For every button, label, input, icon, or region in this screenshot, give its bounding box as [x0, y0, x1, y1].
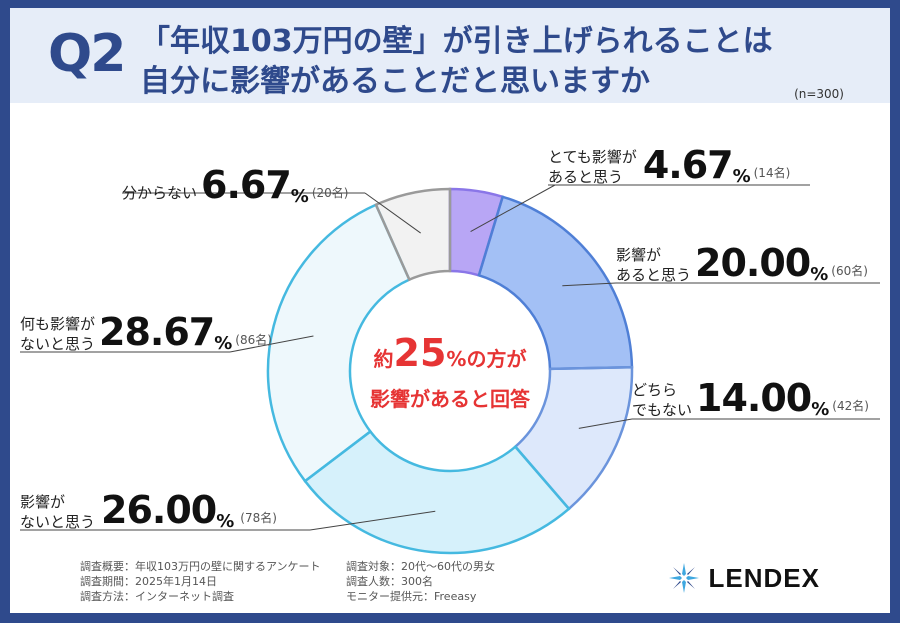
- chart-panel: とても影響が あると思う 4.67 % (14名) 影響が あると思う 20.0…: [10, 103, 890, 613]
- slice-count: (42名): [832, 399, 869, 413]
- slice-label-line1: 影響が: [616, 246, 662, 264]
- slice-label-affected: 影響が あると思う 20.00 % (60名): [616, 241, 868, 285]
- slice-label-line2: でもない: [632, 401, 693, 419]
- survey-provider: モニター提供元：Freeasy: [346, 590, 477, 603]
- slice-label-line1: どちら: [632, 381, 678, 399]
- percent-sign: %: [290, 186, 309, 207]
- leader-line: [562, 282, 617, 287]
- slice-label-line2: あると思う: [548, 168, 624, 186]
- slice-label-very-affected: とても影響が あると思う 4.67 % (14名): [548, 143, 790, 187]
- sample-size: (n=300): [794, 87, 844, 101]
- slice-value: 20.00: [695, 241, 811, 285]
- survey-info-right: 調査対象：20代〜60代の男女 調査人数：300名 モニター提供元：Freeas…: [346, 559, 495, 604]
- survey-size: 調査人数：300名: [346, 575, 433, 588]
- slice-label-unknown: 分からない 6.67 % (20名): [122, 163, 348, 207]
- slice-count: (78名): [240, 511, 277, 525]
- slice-label-line1: 分からない: [122, 184, 198, 202]
- slice-value: 14.00: [696, 376, 812, 420]
- slice-label-line2: ないと思う: [20, 335, 96, 353]
- slice-value: 6.67: [201, 163, 292, 207]
- question-header: Q2 「年収103万円の壁」が引き上げられることは 自分に影響があることだと思い…: [10, 8, 890, 103]
- leader-line: [470, 184, 556, 232]
- slice-count: (86名): [235, 333, 272, 347]
- survey-summary: 調査概要：年収103万円の壁に関するアンケート: [80, 560, 321, 573]
- slice-label-line1: 何も影響が: [20, 315, 96, 333]
- donut-slice-outline: [266, 203, 411, 483]
- sparkle-logo-icon: [668, 563, 699, 593]
- percent-sign: %: [216, 511, 235, 532]
- slice-label-line2: ないと思う: [20, 513, 96, 531]
- slice-label-neutral: どちら でもない 14.00 % (42名): [632, 376, 869, 420]
- percent-sign: %: [214, 333, 233, 354]
- center-summary: 約25%の方が 影響があると回答: [350, 333, 550, 412]
- leader-line: [309, 510, 436, 531]
- question-text-line2: 自分に影響があることだと思いますか: [140, 64, 650, 99]
- slice-label-not-affected: 影響が ないと思う 26.00 % (78名): [20, 488, 277, 532]
- percent-sign: %: [732, 166, 751, 187]
- slice-value: 4.67: [642, 143, 734, 187]
- slice-count: (60名): [831, 264, 868, 278]
- question-text-line1: 「年収103万円の壁」が引き上げられることは: [140, 24, 773, 59]
- slice-label-no-effect: 何も影響が ないと思う 28.67 % (86名): [20, 310, 272, 354]
- leader-line: [364, 192, 421, 234]
- donut-slice-outline: [374, 187, 452, 282]
- leader-line: [229, 335, 314, 353]
- slice-count: (14名): [753, 166, 791, 180]
- percent-sign: %: [810, 264, 829, 285]
- survey-period: 調査期間：2025年1月14日: [80, 575, 217, 588]
- donut-chart: [20, 184, 880, 555]
- slice-count: (20名): [311, 186, 349, 200]
- center-suffix: %の方が: [446, 347, 527, 371]
- donut-slice-outline: [303, 429, 571, 555]
- slice-label-line1: 影響が: [20, 493, 66, 511]
- percent-sign: %: [811, 399, 830, 420]
- slice-value: 26.00: [101, 488, 217, 532]
- center-prefix: 約: [373, 347, 394, 371]
- slice-value: 28.67: [99, 310, 215, 354]
- survey-info-left: 調査概要：年収103万円の壁に関するアンケート 調査期間：2025年1月14日 …: [80, 559, 321, 604]
- survey-method: 調査方法：インターネット調査: [80, 590, 234, 603]
- lendex-logo: LENDEX: [667, 561, 820, 595]
- survey-target: 調査対象：20代〜60代の男女: [346, 560, 495, 573]
- center-line2: 影響があると回答: [370, 387, 530, 411]
- question-number: Q2: [48, 24, 126, 84]
- slice-label-line2: あると思う: [616, 266, 692, 284]
- leader-line: [578, 418, 633, 429]
- center-number: 25: [393, 331, 447, 375]
- slice-label-line1: とても影響が: [548, 148, 637, 166]
- logo-text: LENDEX: [708, 562, 820, 593]
- donut-slice-outline: [477, 195, 634, 371]
